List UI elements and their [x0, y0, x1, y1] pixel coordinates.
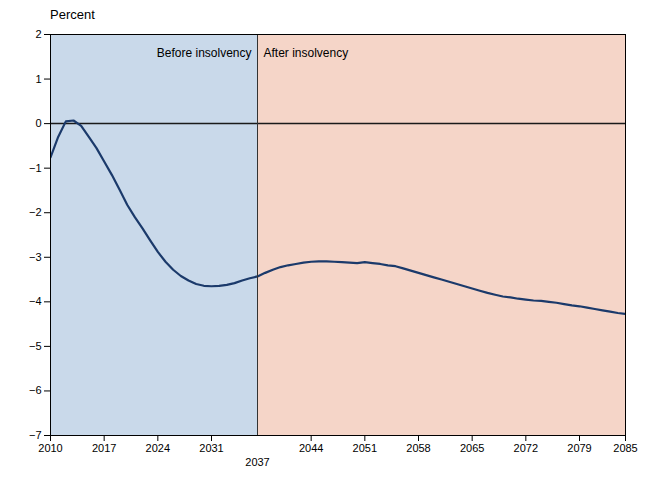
- svg-text:1: 1: [35, 73, 41, 85]
- svg-text:−7: −7: [29, 429, 42, 441]
- svg-text:−2: −2: [29, 206, 42, 218]
- svg-text:2051: 2051: [353, 442, 377, 454]
- svg-text:2024: 2024: [146, 442, 170, 454]
- svg-text:2: 2: [35, 28, 41, 40]
- html-text:Percent: Percent: [50, 7, 95, 22]
- svg-text:−1: −1: [29, 162, 42, 174]
- svg-text:2044: 2044: [299, 442, 323, 454]
- svg-text:−3: −3: [29, 251, 42, 263]
- svg-text:2010: 2010: [38, 442, 62, 454]
- svg-text:2037: 2037: [245, 456, 269, 468]
- svg-text:−5: −5: [29, 340, 42, 352]
- svg-text:0: 0: [35, 117, 41, 129]
- svg-text:2079: 2079: [567, 442, 591, 454]
- svg-text:2072: 2072: [514, 442, 538, 454]
- svg-text:2017: 2017: [92, 442, 116, 454]
- svg-text:Before insolvency: Before insolvency: [157, 46, 252, 60]
- svg-text:2065: 2065: [460, 442, 484, 454]
- svg-text:2085: 2085: [613, 442, 637, 454]
- svg-text:After insolvency: After insolvency: [264, 46, 349, 60]
- svg-text:2058: 2058: [406, 442, 430, 454]
- svg-text:−6: −6: [29, 384, 42, 396]
- svg-text:2031: 2031: [199, 442, 223, 454]
- svg-text:−4: −4: [29, 295, 42, 307]
